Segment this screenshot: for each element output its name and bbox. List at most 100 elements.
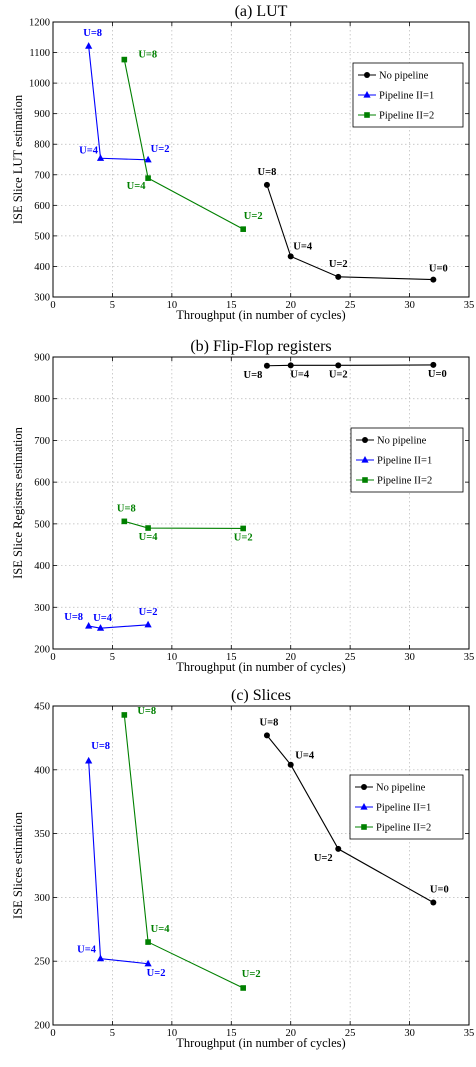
series-pipeline-ii-2: U=8 U=4 U=2 xyxy=(121,50,263,232)
x-tick-label: 15 xyxy=(226,652,237,663)
y-tick-label: 600 xyxy=(34,201,50,212)
chart-title: (b) Flip-Flop registers xyxy=(190,338,331,355)
legend-marker xyxy=(363,91,371,98)
y-tick-label: 250 xyxy=(34,957,50,968)
x-tick-label: 30 xyxy=(404,300,415,311)
chart-title: (a) LUT xyxy=(235,3,288,20)
data-label: U=2 xyxy=(147,968,166,979)
data-point xyxy=(430,361,437,368)
y-tick-label: 400 xyxy=(34,561,50,572)
data-label: U=4 xyxy=(127,181,147,192)
x-tick-label: 25 xyxy=(345,1028,356,1039)
y-tick-label: 1100 xyxy=(29,48,50,59)
data-point xyxy=(121,712,128,718)
data-label: U=2 xyxy=(151,144,170,155)
data-label: U=8 xyxy=(137,706,156,717)
data-point xyxy=(121,518,128,525)
legend-label: Pipeline II=2 xyxy=(379,111,434,122)
y-tick-label: 300 xyxy=(34,293,50,304)
y-tick-label: 1200 xyxy=(29,18,50,29)
series-no-pipeline: U=8 U=4 U=2 U=0 xyxy=(260,717,449,906)
data-point xyxy=(263,362,270,369)
x-tick-label: 5 xyxy=(110,652,115,663)
legend: No pipeline Pipeline II=1 Pipeline II=2 xyxy=(352,62,464,128)
y-tick-label: 600 xyxy=(34,478,50,489)
data-point xyxy=(335,362,342,369)
data-label: U=4 xyxy=(293,241,313,252)
x-tick-label: 0 xyxy=(50,652,55,663)
series-pipeline-ii-2: U=8 U=4 U=2 xyxy=(121,706,261,991)
data-point xyxy=(430,899,437,906)
data-label: U=4 xyxy=(79,145,99,156)
plot-area xyxy=(53,706,469,1025)
data-point xyxy=(145,525,151,531)
data-label: U=0 xyxy=(428,369,447,380)
data-point xyxy=(287,362,294,369)
series-line xyxy=(266,735,434,903)
data-label: U=8 xyxy=(244,370,263,381)
data-point xyxy=(144,959,152,967)
legend: No pipeline Pipeline II=1 Pipeline II=2 xyxy=(349,774,464,840)
y-tick-label: 200 xyxy=(34,645,50,656)
y-tick-label: 700 xyxy=(34,170,50,181)
x-tick-label: 0 xyxy=(50,300,55,311)
series-no-pipeline: U=8 U=4 U=2 U=0 xyxy=(244,361,447,381)
data-label: U=2 xyxy=(244,211,263,222)
plot-frame xyxy=(52,705,470,1026)
y-tick-label: 350 xyxy=(34,829,50,840)
data-point xyxy=(85,42,93,49)
data-label: U=8 xyxy=(117,503,136,514)
series-no-pipeline: U=8 U=4 U=2 U=0 xyxy=(258,167,448,283)
legend-marker xyxy=(361,456,369,463)
y-tick-label: 1000 xyxy=(29,79,50,90)
x-tick-label: 35 xyxy=(464,1028,475,1039)
y-tick-label: 500 xyxy=(34,231,50,242)
x-axis-label: Throughput (in number of cycles) xyxy=(176,660,345,674)
y-tick-label: 400 xyxy=(34,262,50,273)
chart-panel-1: 0 5 10 15 20 25 30 35 300 400 500 600 700 800 900 1000 1… xyxy=(11,3,474,322)
data-point xyxy=(85,622,93,629)
legend-label: Pipeline II=2 xyxy=(376,823,431,834)
data-label: U=2 xyxy=(314,853,333,864)
data-label: U=4 xyxy=(139,532,159,543)
data-label: U=8 xyxy=(260,717,279,728)
data-label: U=8 xyxy=(64,612,83,623)
y-axis-label: ISE Slices estimation xyxy=(11,811,25,919)
data-label: U=4 xyxy=(290,369,310,380)
data-label: U=0 xyxy=(430,885,449,896)
x-tick-label: 20 xyxy=(285,652,296,663)
chart-title: (c) Slices xyxy=(231,687,291,704)
series-pipeline-ii-1: U=8 U=4 U=2 xyxy=(79,28,170,163)
data-point xyxy=(287,761,294,768)
legend-marker xyxy=(360,803,368,810)
data-point xyxy=(430,276,437,283)
legend-label: No pipeline xyxy=(379,71,429,82)
x-tick-label: 35 xyxy=(464,300,475,311)
plot-frame xyxy=(52,356,470,650)
y-tick-label: 400 xyxy=(34,765,50,776)
data-label: U=4 xyxy=(295,751,315,762)
y-tick-label: 300 xyxy=(34,893,50,904)
x-tick-label: 30 xyxy=(404,652,415,663)
x-tick-label: 5 xyxy=(110,1028,115,1039)
data-point xyxy=(145,939,151,945)
legend-label: Pipeline II=1 xyxy=(379,91,434,102)
x-tick-label: 15 xyxy=(226,300,237,311)
legend-label: Pipeline II=2 xyxy=(377,476,432,487)
data-point xyxy=(145,175,151,181)
data-label: U=2 xyxy=(329,259,348,270)
y-tick-label: 700 xyxy=(34,436,50,447)
data-point xyxy=(121,56,128,63)
x-tick-label: 10 xyxy=(167,652,178,663)
y-tick-label: 300 xyxy=(34,603,50,614)
data-label: U=8 xyxy=(138,50,157,61)
data-point xyxy=(335,845,342,852)
legend-label: No pipeline xyxy=(376,783,426,794)
data-label: U=8 xyxy=(258,167,277,178)
legend-marker xyxy=(361,784,367,790)
data-point xyxy=(240,226,246,232)
data-point xyxy=(287,253,294,260)
x-axis-label: Throughput (in number of cycles) xyxy=(176,1036,345,1050)
plot-frame xyxy=(52,21,470,298)
